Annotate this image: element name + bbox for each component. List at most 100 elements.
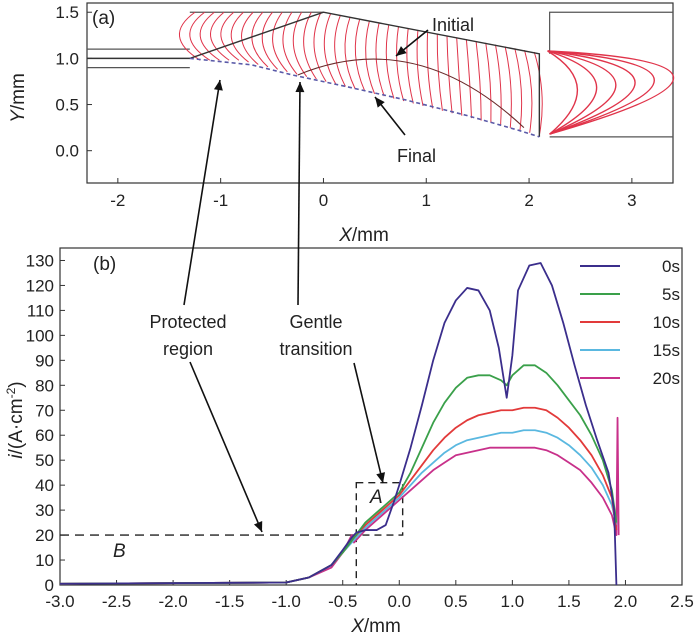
b-ytick-label: 90	[35, 351, 54, 370]
a-current-line	[465, 39, 472, 119]
panel-b-frame	[59, 247, 683, 586]
annotation-protected-line1: Protected	[149, 312, 226, 332]
b-ytick-label: 30	[35, 501, 54, 520]
b-xtick-label: -2.0	[158, 592, 187, 611]
series-line-5s	[59, 364, 618, 585]
arrow-protected-down	[189, 361, 263, 533]
arrow-gentle-down-head	[376, 472, 386, 483]
panel-a-ylabel: Y/mm	[8, 73, 29, 123]
annotation-gentle-line2: transition	[279, 339, 352, 359]
a-xtick-label: 2	[524, 191, 533, 210]
a-loop-line	[547, 50, 598, 135]
a-current-line	[272, 11, 288, 73]
series-line-20s	[59, 416, 620, 585]
a-current-line	[261, 11, 278, 70]
b-xtick-label: -1.0	[272, 592, 301, 611]
arrow-gentle-up-head	[295, 82, 305, 93]
a-loop-line	[547, 50, 579, 135]
a-current-line	[494, 44, 502, 126]
a-ytick-label: 0.0	[55, 142, 79, 161]
a-current-line	[406, 28, 414, 104]
a-xtick-label: 0	[319, 191, 328, 210]
a-current-line	[385, 24, 395, 99]
a-xtick-label: 1	[422, 191, 431, 210]
a-ytick-label: 1.5	[55, 3, 79, 22]
a-loop-line	[547, 50, 617, 135]
arrow-protected-up-head	[213, 80, 223, 91]
a-current-line	[533, 51, 543, 136]
arrow-gentle-up	[297, 81, 301, 306]
legend-label-0s: 0s	[662, 257, 680, 276]
legend-label-5s: 5s	[662, 285, 680, 304]
annotation-protected-line2: region	[163, 339, 213, 359]
series-line-0s	[59, 262, 618, 586]
a-current-line	[251, 11, 269, 68]
series-line-15s	[59, 429, 618, 585]
a-current-line	[199, 11, 220, 61]
b-xtick-label: -2.5	[102, 592, 131, 611]
a-current-line	[292, 11, 308, 77]
a-current-line	[456, 37, 463, 116]
b-xtick-label: -3.0	[45, 592, 74, 611]
a-current-line	[241, 11, 259, 65]
a-current-line	[334, 15, 346, 87]
a-current-line	[504, 46, 512, 128]
a-initial-profile	[87, 11, 541, 137]
arrow-protected-up	[183, 79, 221, 306]
arrow-gentle-down	[353, 362, 384, 484]
a-outline-right-top	[549, 11, 673, 54]
a-current-line	[485, 42, 492, 124]
arrow-initial-head	[396, 46, 407, 56]
a-loop-line	[547, 50, 675, 135]
panel-a-label: (a)	[92, 8, 115, 29]
annotation-arrows	[183, 29, 429, 533]
arrow-protected-down-head	[253, 521, 263, 532]
b-xtick-label: 1.5	[557, 592, 581, 611]
a-current-line	[230, 11, 249, 63]
b-ytick-label: 50	[35, 451, 54, 470]
b-xtick-label: 0.5	[444, 592, 468, 611]
a-current-line	[354, 18, 366, 92]
b-ytick-label: 60	[35, 426, 54, 445]
legend-label-10s: 10s	[653, 313, 680, 332]
a-current-line	[323, 13, 337, 85]
a-current-line	[396, 26, 405, 102]
b-xtick-label: -0.5	[328, 592, 357, 611]
annotation-gentle-line1: Gentle	[289, 312, 342, 332]
a-xtick-label: -2	[110, 191, 125, 210]
a-loop-line	[547, 50, 655, 135]
legend-label-15s: 15s	[653, 341, 680, 360]
b-xtick-label: 2.5	[670, 592, 694, 611]
panel-b-guides	[60, 481, 404, 585]
arrow-final-head	[375, 97, 385, 108]
a-xtick-label: 3	[627, 191, 636, 210]
a-xtick-label: -1	[213, 191, 228, 210]
panel-b-ticks: -3.0 -2.5 -2.0 -1.5 -1.0 -0.5 0.0 0.5 1.0 1.5 2.0 2…	[26, 251, 694, 611]
a-current-line	[475, 40, 482, 121]
b-ytick-label: 110	[27, 301, 54, 320]
b-ytick-label: 120	[26, 276, 54, 295]
a-current-line	[524, 50, 533, 133]
panel-b-label: (b)	[93, 254, 116, 275]
panel-b-xlabel: X/mm	[350, 616, 401, 637]
a-current-line	[313, 12, 327, 82]
a-mid-contour	[297, 58, 525, 129]
region-label-a: A	[369, 487, 383, 508]
b-xtick-label: 2.0	[614, 592, 638, 611]
box-region-a	[355, 481, 404, 536]
b-ytick-label: 20	[35, 526, 54, 545]
panel-b: (b) -3.0 -2.5 -2.0 -1.5 -1.0 -0.5 0.0 0.5 1.0 1.5…	[4, 247, 694, 637]
a-current-line	[344, 17, 356, 90]
a-ytick-label: 1.0	[55, 49, 79, 68]
b-xtick-label: 1.0	[501, 592, 525, 611]
a-current-line	[446, 35, 453, 114]
panel-b-series	[59, 262, 620, 586]
a-current-line	[514, 48, 523, 131]
a-current-line	[282, 11, 298, 75]
b-xtick-label: -1.5	[215, 592, 244, 611]
a-ytick-label: 0.5	[55, 96, 79, 115]
legend: 0s 5s 10s 15s 20s	[580, 257, 680, 388]
panel-a-frame	[86, 2, 674, 184]
